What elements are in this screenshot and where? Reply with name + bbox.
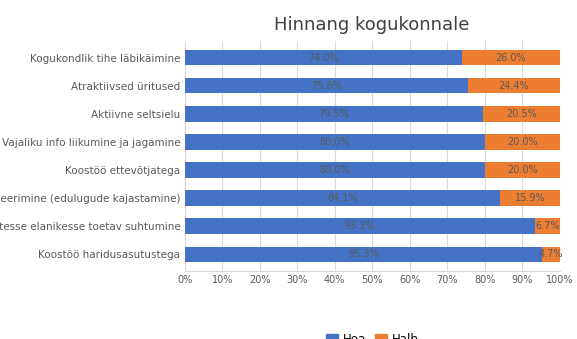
Bar — [542, 246, 560, 262]
Text: 79.5%: 79.5% — [319, 109, 349, 119]
Bar — [483, 106, 560, 121]
Bar — [185, 134, 485, 149]
Bar — [185, 162, 485, 178]
Text: 74.0%: 74.0% — [308, 53, 339, 63]
Bar — [534, 219, 560, 234]
Legend: Hea, Halb: Hea, Halb — [321, 328, 423, 339]
Text: 93.3%: 93.3% — [344, 221, 375, 231]
Bar — [485, 134, 560, 149]
Text: 75.6%: 75.6% — [311, 81, 342, 91]
Text: 6.7%: 6.7% — [535, 221, 559, 231]
Bar — [185, 50, 462, 65]
Bar — [468, 78, 560, 93]
Bar — [485, 162, 560, 178]
Bar — [462, 50, 560, 65]
Bar — [185, 106, 483, 121]
Bar — [185, 219, 534, 234]
Text: 4.7%: 4.7% — [538, 249, 563, 259]
Bar — [500, 191, 560, 206]
Bar — [185, 191, 500, 206]
Text: 15.9%: 15.9% — [515, 193, 545, 203]
Bar — [185, 246, 542, 262]
Text: 26.0%: 26.0% — [496, 53, 526, 63]
Text: 20.0%: 20.0% — [507, 165, 538, 175]
Text: 80.0%: 80.0% — [320, 137, 350, 147]
Text: 20.5%: 20.5% — [506, 109, 537, 119]
Text: 84.1%: 84.1% — [327, 193, 358, 203]
Bar — [185, 78, 468, 93]
Text: 95.3%: 95.3% — [348, 249, 379, 259]
Text: 20.0%: 20.0% — [507, 137, 538, 147]
Text: 24.4%: 24.4% — [499, 81, 529, 91]
Text: 80.0%: 80.0% — [320, 165, 350, 175]
Title: Hinnang kogukonnale: Hinnang kogukonnale — [275, 16, 470, 34]
